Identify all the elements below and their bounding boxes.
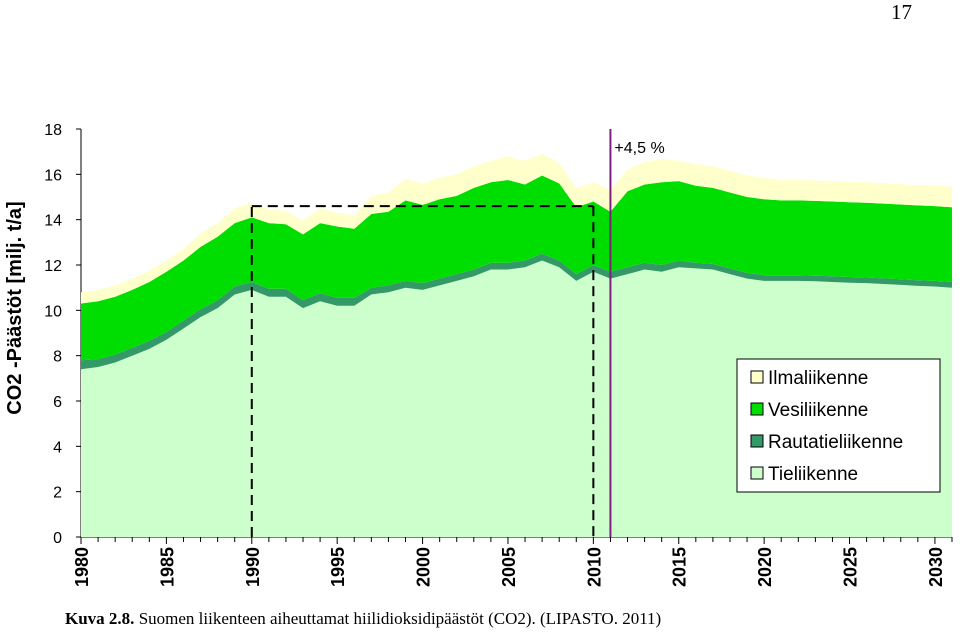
y-tick-label: 10 (44, 303, 62, 320)
area-ilmaliikenne (81, 153, 952, 304)
x-tick-label: 1990 (243, 547, 263, 587)
x-tick-label: 1995 (328, 547, 348, 587)
legend-box (736, 358, 941, 493)
x-tick-label: 1985 (157, 547, 177, 587)
x-tick-label: 2020 (755, 547, 775, 587)
stacked-areas (81, 153, 952, 537)
x-tick-label: 2030 (926, 547, 946, 587)
y-tick-label: 6 (53, 394, 62, 411)
legend-label: Tieliikenne (768, 464, 858, 485)
x-tick-label: 2005 (499, 547, 519, 587)
x-tick-label: 1980 (72, 547, 92, 587)
y-tick-label: 12 (44, 258, 62, 275)
x-tick-label: 2000 (414, 547, 434, 587)
annotations: +4,5 % (250, 129, 665, 537)
caption-label: Kuva 2.8. (65, 609, 135, 628)
legend-swatch (750, 466, 764, 480)
y-tick-label: 2 (53, 485, 62, 502)
page-number: 17 (891, 0, 912, 24)
y-axis-title: CO2 -Päästöt [milj. t/a] (4, 201, 26, 414)
x-tick-label: 2015 (670, 547, 690, 587)
legend-swatch (750, 370, 764, 384)
y-tick-label: 4 (53, 439, 62, 456)
caption-text: Suomen liikenteen aiheuttamat hiilidioks… (134, 609, 662, 628)
legend-label: Ilmaliikenne (768, 368, 868, 389)
y-tick-label: 18 (44, 122, 62, 139)
legend-label: Vesiliikenne (768, 400, 868, 421)
legend-label: Rautatieliikenne (768, 432, 903, 453)
x-tick-label: 2025 (841, 547, 861, 587)
y-tick-label: 16 (44, 167, 62, 184)
marker-label: +4,5 % (614, 140, 664, 157)
legend-swatch (750, 434, 764, 448)
figure-caption: Kuva 2.8. Suomen liikenteen aiheuttamat … (65, 609, 661, 629)
area-vesiliikenne (81, 175, 952, 361)
x-tick-label: 2010 (584, 547, 604, 587)
legend-swatch (750, 402, 764, 416)
y-tick-label: 14 (44, 213, 62, 230)
axes: 0 2 4 6 8 10 12 14 16 18 CO2 -Päästöt [milj. t/a] 1… (4, 122, 953, 587)
y-tick-label: 0 (53, 530, 62, 547)
y-tick-label: 8 (53, 349, 62, 366)
area-tieliikenne (81, 260, 952, 537)
legend: Ilmaliikenne Vesiliikenne Rautatieliikenne… (736, 358, 941, 493)
